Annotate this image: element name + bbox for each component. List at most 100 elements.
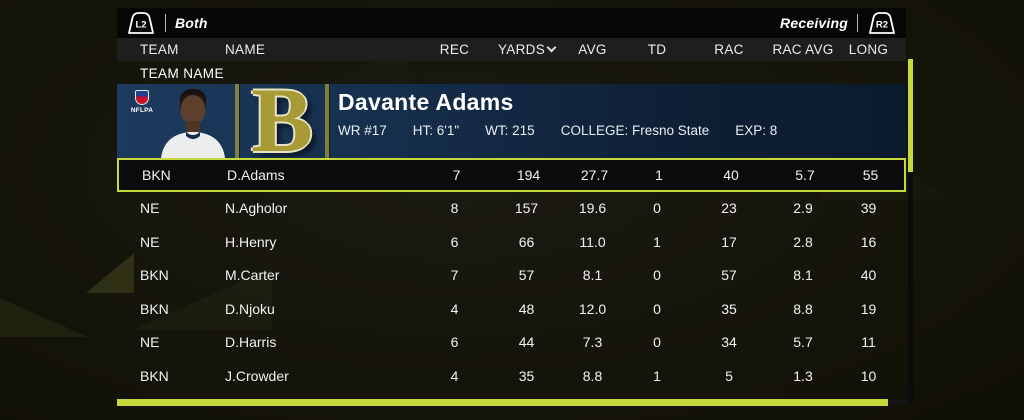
column-header-avg[interactable]: AVG: [561, 42, 624, 57]
svg-text:R2: R2: [876, 20, 888, 31]
cell-rac_avg: 2.9: [793, 200, 813, 217]
player-name: Davante Adams: [338, 89, 514, 115]
cell-name: D.Harris: [225, 334, 277, 351]
cell-long: 16: [860, 233, 877, 250]
cell-yards: 44: [518, 334, 535, 351]
cell-team: BKN: [140, 367, 169, 384]
cell-rac: 17: [721, 233, 737, 250]
view-label-receiving: Receiving: [780, 15, 848, 31]
cell-yards: 194: [516, 166, 541, 183]
cell-avg: 27.7: [580, 166, 609, 183]
cell-td: 1: [655, 166, 663, 183]
team-logo-b-icon: B: [251, 84, 313, 158]
cell-rac_avg: 5.7: [795, 166, 815, 183]
cell-team: NE: [140, 200, 160, 217]
cell-yards: 57: [518, 267, 535, 284]
column-header-yards[interactable]: YARDS: [492, 42, 561, 57]
table-row[interactable]: BKN D.Njoku 4 48 12.0 0 35 8.8 19: [117, 292, 906, 326]
column-label: AVG: [578, 42, 607, 57]
nflpa-logo: NFLPA: [129, 90, 155, 114]
column-label: TD: [647, 42, 667, 57]
player-card: NFLPA B Davante Adams WR #17 HT: 6'1" WT: …: [117, 84, 906, 158]
cell-rec: 4: [450, 367, 459, 384]
player-detail: WT: 215: [485, 123, 535, 138]
cell-rac: 35: [721, 300, 737, 317]
svg-text:L2: L2: [135, 20, 146, 31]
r2-button-icon[interactable]: R2: [867, 11, 897, 35]
cell-avg: 19.6: [578, 200, 607, 217]
player-details: WR #17 HT: 6'1" WT: 215 COLLEGE: Fresno Sta…: [338, 123, 777, 138]
column-header-name[interactable]: NAME: [225, 42, 417, 57]
column-label: NAME: [225, 42, 266, 57]
divider: [165, 14, 166, 32]
cell-avg: 11.0: [579, 233, 606, 250]
cell-td: 0: [653, 300, 661, 317]
cell-name: D.Adams: [227, 166, 285, 183]
cell-yards: 35: [518, 367, 535, 384]
cell-name: H.Henry: [225, 233, 277, 250]
cell-rac_avg: 5.7: [793, 334, 813, 351]
column-header-td[interactable]: TD: [624, 42, 690, 57]
cell-rac: 23: [721, 200, 737, 217]
cell-td: 0: [653, 334, 661, 351]
cell-avg: 12.0: [578, 300, 607, 317]
table-row[interactable]: NE H.Henry 6 66 11.0 1 17 2.8 16: [117, 225, 906, 259]
table-row[interactable]: BKN J.Crowder 4 35 8.8 1 5 1.3 10: [117, 359, 906, 393]
player-detail: HT: 6'1": [412, 123, 460, 138]
cell-long: 11: [861, 334, 876, 351]
column-header-rac[interactable]: RAC: [690, 42, 768, 57]
cell-yards: 48: [518, 300, 535, 317]
table-row[interactable]: BKN D.Adams 7 194 27.7 1 40 5.7 55: [117, 158, 906, 192]
cell-rec: 4: [450, 300, 459, 317]
column-label: TEAM: [140, 42, 179, 57]
column-header-row: TEAM NAME REC YARDS AVG TD RAC RAC AVG LONG: [117, 38, 906, 61]
cell-name: N.Agholor: [225, 200, 288, 217]
vertical-scrollbar-thumb[interactable]: [908, 59, 913, 172]
column-label: RAC AVG: [772, 42, 834, 57]
cell-team: BKN: [140, 300, 169, 317]
column-label: YARDS: [497, 42, 545, 57]
cell-avg: 8.8: [582, 367, 603, 384]
player-detail: COLLEGE: Fresno State: [560, 123, 710, 138]
sort-descending-icon: [546, 42, 557, 53]
column-label: REC: [439, 42, 470, 57]
player-detail: EXP: 8: [735, 123, 778, 138]
cell-td: 0: [653, 267, 661, 284]
table-row[interactable]: NE D.Harris 6 44 7.3 0 34 5.7 11: [117, 326, 906, 360]
cell-rac: 34: [721, 334, 737, 351]
cell-long: 19: [860, 300, 877, 317]
cell-long: 39: [860, 200, 877, 217]
team-logo-frame: [325, 84, 329, 158]
team-logo-frame: [235, 84, 239, 158]
player-headshot: [161, 89, 225, 158]
vertical-scrollbar[interactable]: [908, 59, 913, 404]
column-header-rec[interactable]: REC: [417, 42, 492, 57]
column-header-rac_avg[interactable]: RAC AVG: [768, 42, 838, 57]
cell-long: 40: [860, 267, 877, 284]
cell-rec: 8: [450, 200, 459, 217]
player-info: Davante Adams WR #17 HT: 6'1" WT: 215 COLLE…: [338, 89, 777, 138]
column-label: RAC: [714, 42, 744, 57]
horizontal-scrollbar[interactable]: [117, 399, 906, 406]
table-row[interactable]: NE N.Agholor 8 157 19.6 0 23 2.9 39: [117, 192, 906, 226]
camo-triangle: [0, 293, 88, 337]
l2-button-icon[interactable]: L2: [126, 11, 156, 35]
cell-long: 55: [862, 166, 879, 183]
cell-yards: 157: [514, 200, 539, 217]
horizontal-scrollbar-thumb[interactable]: [117, 399, 888, 406]
cell-team: NE: [140, 233, 160, 250]
column-label: LONG: [848, 42, 889, 57]
cell-long: 10: [860, 367, 877, 384]
cell-rac: 5: [725, 367, 733, 384]
cell-rac_avg: 8.1: [793, 267, 813, 284]
column-header-team[interactable]: TEAM: [140, 42, 225, 57]
column-header-long[interactable]: LONG: [838, 42, 899, 57]
table-row[interactable]: BKN M.Carter 7 57 8.1 0 57 8.1 40: [117, 259, 906, 293]
cell-td: 1: [653, 233, 661, 250]
cell-rac_avg: 1.3: [793, 367, 813, 384]
cell-name: J.Crowder: [225, 367, 289, 384]
filter-label-both: Both: [175, 15, 208, 31]
cell-team: BKN: [140, 267, 169, 284]
player-detail: WR #17: [338, 123, 387, 138]
category-bar: L2 Both Receiving R2: [117, 8, 906, 38]
